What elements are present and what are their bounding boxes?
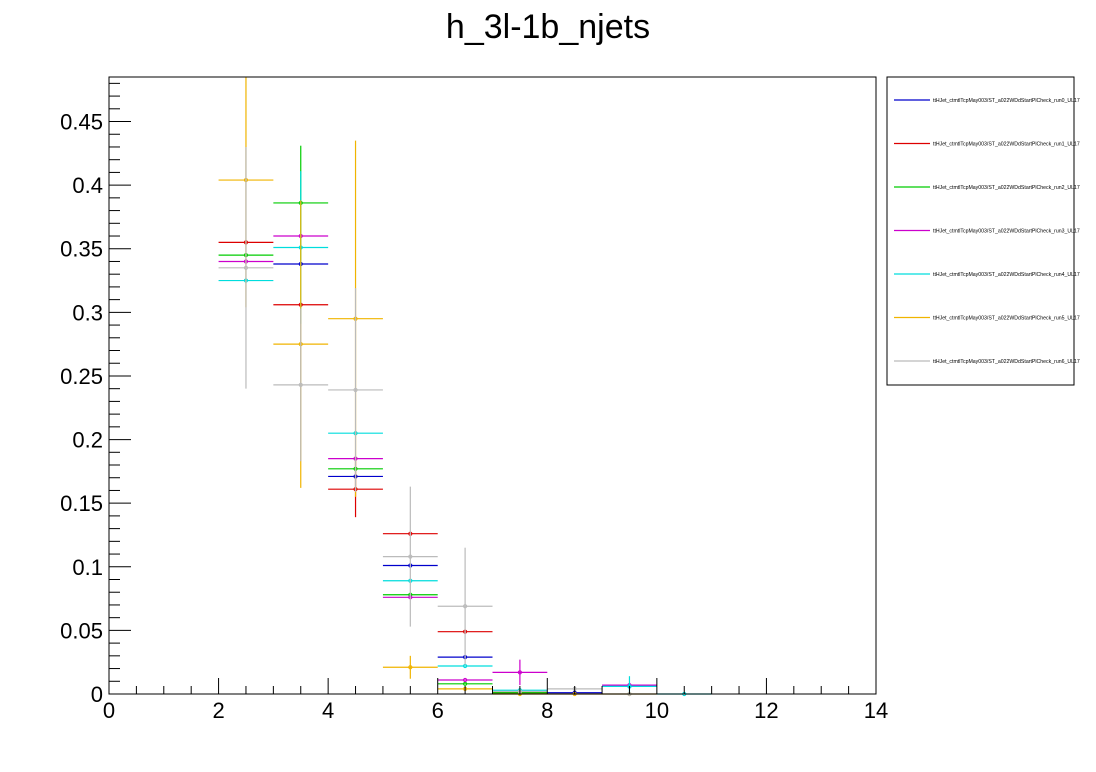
axes-layer: 0 2 4 6 8 10 12 14 0 0.05 0.1 0.15 0.2 0.25 0.3 0.35 0.4…	[60, 82, 888, 723]
legend-entry-label: ttHJet_ctmtlTcpMay003/ST_a022WDdStartPlC…	[933, 142, 1080, 148]
legend-entry-label: ttHJet_ctmtlTcpMay003/ST_a022WDdStartPlC…	[933, 316, 1080, 322]
y-tick-label: 0.4	[72, 173, 103, 198]
x-tick-label: 4	[322, 698, 334, 723]
chart-title: h_3l-1b_njets	[446, 8, 650, 46]
data-point-marker	[408, 554, 413, 559]
y-tick-label: 0.2	[72, 428, 103, 453]
series-6	[218, 146, 657, 697]
data-point-marker	[463, 677, 468, 683]
y-tick-label: 0.05	[60, 618, 103, 643]
x-tick-label: 6	[432, 698, 444, 723]
legend-entry-label: ttHJet_ctmtlTcpMay003/ST_a022WDdStartPlC…	[933, 185, 1080, 191]
data-point-marker	[353, 387, 358, 393]
data-point-marker	[243, 265, 249, 270]
legend-entry-label: ttHJet_ctmtlTcpMay003/ST_a022WDdStartPlC…	[933, 98, 1080, 104]
data-point-marker	[408, 665, 413, 670]
series-2	[218, 145, 548, 695]
data-point-marker	[463, 681, 468, 686]
series-1	[218, 240, 548, 695]
y-tick-label: 0.1	[72, 555, 103, 580]
x-tick-label: 10	[645, 698, 669, 723]
y-tick-label: 0.25	[60, 364, 103, 389]
x-tick-label: 12	[754, 698, 778, 723]
legend-entry-label: ttHJet_ctmtlTcpMay003/ST_a022WDdStartPlC…	[933, 272, 1080, 278]
x-tick-label: 14	[864, 698, 888, 723]
legend-entry-label: ttHJet_ctmtlTcpMay003/ST_a022WDdStartPlC…	[933, 229, 1080, 235]
y-tick-label: 0.15	[60, 491, 103, 516]
x-tick-label: 2	[212, 698, 224, 723]
data-point-marker	[463, 604, 468, 609]
series-layer	[218, 77, 712, 697]
y-tick-label: 0.35	[60, 237, 103, 262]
legend: ttHJet_ctmtlTcpMay003/ST_a022WDdStartPlC…	[886, 76, 1080, 386]
y-tick-label: 0.45	[60, 110, 103, 135]
series-3	[218, 233, 657, 688]
legend-entry-label: ttHJet_ctmtlTcpMay003/ST_a022WDdStartPlC…	[933, 359, 1080, 365]
y-tick-label: 0	[91, 682, 103, 707]
data-point-marker	[298, 382, 303, 387]
x-tick-label: 8	[541, 698, 553, 723]
x-tick-label: 0	[103, 698, 115, 723]
y-tick-label: 0.3	[72, 300, 103, 325]
data-point-marker	[517, 670, 522, 675]
series-5	[218, 77, 657, 697]
plot-frame	[108, 76, 877, 695]
